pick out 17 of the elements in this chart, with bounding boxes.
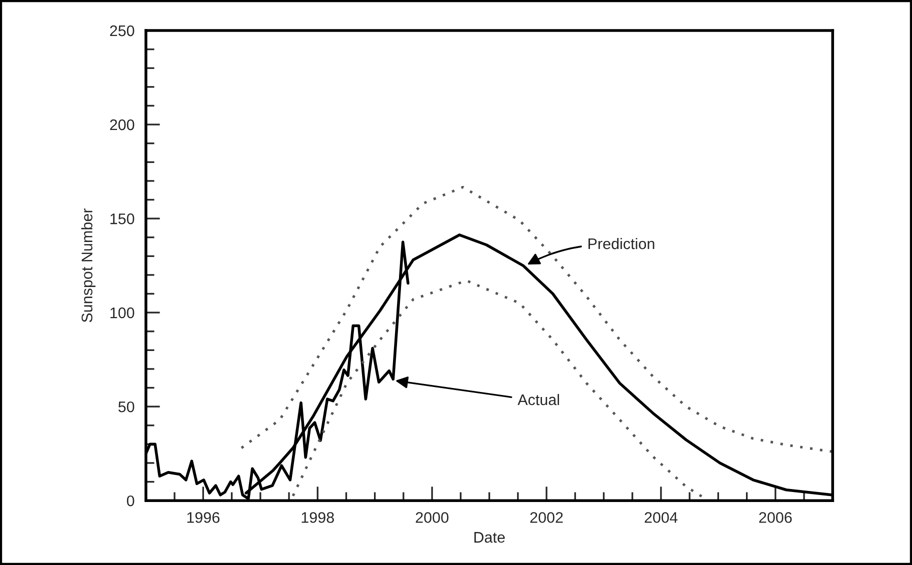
x-tick-label: 2006 <box>759 512 792 523</box>
x-tick-label: 1998 <box>302 512 334 523</box>
x-axis-title: Date <box>474 532 505 543</box>
y-tick-label: 200 <box>110 119 134 130</box>
y-tick-label: 150 <box>110 213 134 224</box>
line-series <box>240 186 833 453</box>
y-tick-label: 50 <box>118 401 134 412</box>
y-tick-label: 0 <box>126 495 134 506</box>
y-tick-label: 250 <box>110 25 134 36</box>
x-tick-label: 2004 <box>644 512 678 523</box>
x-tick-label: 1996 <box>187 512 220 523</box>
annotation: Prediction <box>588 238 654 250</box>
x-tick-label: 2000 <box>416 512 448 523</box>
y-axis-title: Sunspot Number <box>81 208 96 322</box>
y-tick-label: 100 <box>110 307 134 318</box>
annotation: Actual <box>518 394 560 406</box>
x-tick-label: 2002 <box>530 512 563 523</box>
